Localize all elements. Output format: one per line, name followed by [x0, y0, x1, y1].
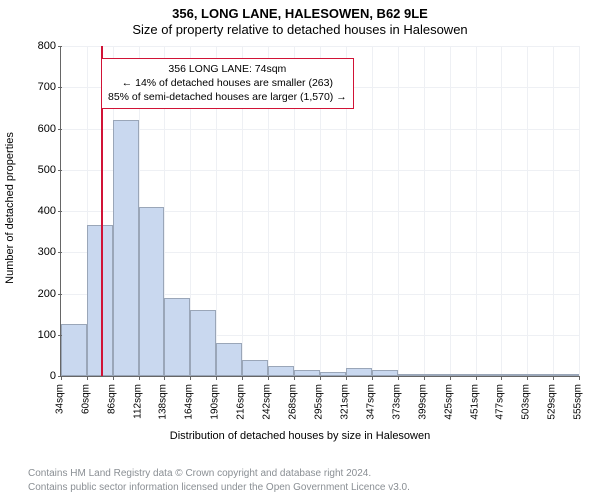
plot-area: 356 LONG LANE: 74sqm← 14% of detached ho…: [60, 46, 579, 377]
histogram-bar: [372, 370, 398, 376]
x-tick-mark: [372, 376, 373, 380]
annotation-line: 356 LONG LANE: 74sqm: [108, 62, 347, 76]
x-tick-mark: [164, 376, 165, 380]
annotation-line: ← 14% of detached houses are smaller (26…: [108, 76, 347, 90]
histogram-bar: [450, 374, 476, 376]
y-tick-label: 200: [6, 288, 56, 300]
x-tick-mark: [113, 376, 114, 380]
x-axis-label: Distribution of detached houses by size …: [0, 430, 600, 442]
histogram-bar: [216, 343, 242, 376]
histogram-bar: [164, 298, 190, 376]
x-tick-label: 164sqm: [184, 384, 195, 420]
histogram-bar: [61, 324, 87, 376]
x-tick-label: 503sqm: [521, 384, 532, 420]
gridline-v: [424, 46, 425, 376]
x-tick-label: 216sqm: [235, 384, 246, 420]
x-tick-mark: [398, 376, 399, 380]
x-tick-mark: [216, 376, 217, 380]
annotation-box: 356 LONG LANE: 74sqm← 14% of detached ho…: [101, 58, 354, 109]
x-tick-mark: [294, 376, 295, 380]
chart-title: Size of property relative to detached ho…: [0, 21, 600, 37]
histogram-bar: [501, 374, 527, 376]
x-tick-mark: [87, 376, 88, 380]
gridline-v: [501, 46, 502, 376]
histogram-bar: [87, 225, 113, 376]
gridline-v: [579, 46, 580, 376]
supertitle: 356, LONG LANE, HALESOWEN, B62 9LE: [0, 0, 600, 21]
x-tick-mark: [476, 376, 477, 380]
y-tick-label: 800: [6, 40, 56, 52]
x-tick-label: 86sqm: [106, 384, 117, 414]
x-tick-mark: [450, 376, 451, 380]
x-tick-mark: [268, 376, 269, 380]
histogram-bar: [242, 360, 268, 377]
gridline-v: [398, 46, 399, 376]
gridline-v: [527, 46, 528, 376]
histogram-bar: [398, 374, 424, 376]
y-tick-label: 700: [6, 81, 56, 93]
chart-container: Number of detached properties 356 LONG L…: [0, 38, 600, 446]
y-tick-label: 100: [6, 329, 56, 341]
x-tick-mark: [139, 376, 140, 380]
x-tick-label: 451sqm: [469, 384, 480, 420]
histogram-bar: [553, 374, 579, 376]
histogram-bar: [424, 374, 450, 376]
x-tick-label: 112sqm: [132, 384, 143, 419]
histogram-bar: [527, 374, 553, 376]
x-tick-mark: [424, 376, 425, 380]
histogram-bar: [320, 372, 346, 376]
annotation-line: 85% of semi-detached houses are larger (…: [108, 90, 347, 104]
histogram-bar: [294, 370, 321, 376]
x-tick-label: 138sqm: [158, 384, 169, 420]
x-tick-label: 190sqm: [210, 384, 221, 420]
x-tick-mark: [527, 376, 528, 380]
x-tick-mark: [320, 376, 321, 380]
y-tick-label: 300: [6, 246, 56, 258]
x-tick-label: 34sqm: [55, 384, 66, 414]
histogram-bar: [346, 368, 372, 376]
x-tick-label: 242sqm: [261, 384, 272, 420]
x-tick-label: 425sqm: [443, 384, 454, 420]
histogram-bar: [268, 366, 294, 376]
x-tick-label: 60sqm: [80, 384, 91, 414]
x-tick-mark: [501, 376, 502, 380]
y-tick-label: 600: [6, 123, 56, 135]
histogram-bar: [113, 120, 139, 376]
x-tick-mark: [346, 376, 347, 380]
x-tick-mark: [553, 376, 554, 380]
x-tick-label: 373sqm: [392, 384, 403, 420]
x-tick-label: 399sqm: [417, 384, 428, 420]
x-tick-label: 477sqm: [495, 384, 506, 420]
footer-line-2: Contains public sector information licen…: [28, 481, 410, 495]
x-tick-mark: [242, 376, 243, 380]
gridline-v: [372, 46, 373, 376]
y-tick-label: 400: [6, 205, 56, 217]
gridline-v: [553, 46, 554, 376]
gridline-v: [450, 46, 451, 376]
y-tick-label: 500: [6, 164, 56, 176]
x-tick-label: 268sqm: [287, 384, 298, 420]
x-tick-label: 295sqm: [314, 384, 325, 420]
histogram-bar: [190, 310, 216, 376]
histogram-bar: [476, 374, 502, 376]
x-tick-label: 555sqm: [573, 384, 584, 420]
attribution-footer: Contains HM Land Registry data © Crown c…: [28, 467, 410, 494]
x-tick-label: 321sqm: [340, 384, 351, 420]
histogram-bar: [139, 207, 165, 376]
y-tick-label: 0: [6, 370, 56, 382]
footer-line-1: Contains HM Land Registry data © Crown c…: [28, 467, 410, 481]
x-tick-label: 529sqm: [547, 384, 558, 420]
gridline-v: [476, 46, 477, 376]
x-tick-mark: [579, 376, 580, 380]
x-tick-mark: [190, 376, 191, 380]
x-tick-label: 347sqm: [366, 384, 377, 420]
